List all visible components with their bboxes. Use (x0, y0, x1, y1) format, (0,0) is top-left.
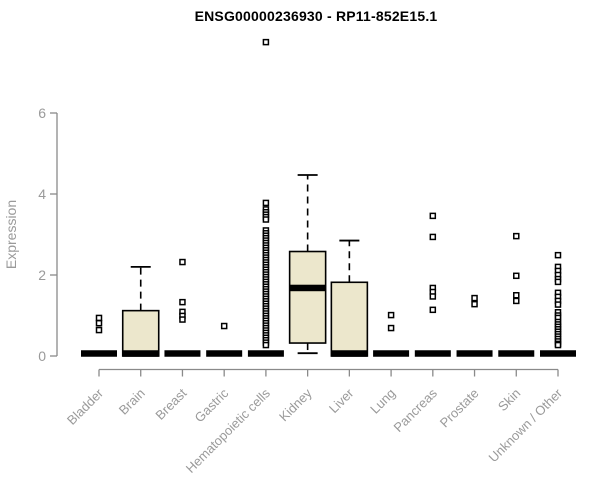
x-tick-label: Pancreas (390, 385, 440, 435)
median-bar (81, 350, 117, 357)
y-tick-label: 2 (38, 267, 46, 283)
x-tick-label: Skin (495, 386, 523, 414)
outlier-point (513, 292, 520, 299)
outlier-point (471, 294, 478, 302)
median-bar (247, 350, 284, 357)
median-bar (456, 350, 493, 357)
outlier-point (179, 258, 186, 266)
x-tick-label: Liver (326, 385, 357, 416)
iqr-box (330, 281, 369, 357)
outlier-point (429, 306, 437, 314)
outlier-point (95, 314, 103, 322)
outlier-point (429, 212, 437, 220)
outlier-point (220, 322, 228, 330)
y-tick-label: 6 (38, 105, 46, 121)
outlier-point (262, 199, 270, 207)
median-bar (540, 350, 576, 357)
outlier-point (262, 216, 270, 223)
outlier-point (513, 232, 520, 240)
x-tick-label: Brain (116, 386, 148, 418)
y-tick-label: 4 (38, 186, 46, 202)
outlier-point (179, 316, 186, 323)
outlier-point (429, 233, 437, 241)
outlier-point (262, 38, 270, 46)
outlier-point (179, 298, 186, 306)
iqr-box (121, 309, 160, 357)
y-axis-title: Expression (3, 200, 19, 269)
median-bar (206, 350, 243, 357)
x-tick-label: Gastric (192, 385, 232, 425)
outlier-point (471, 300, 478, 308)
outlier-point (429, 293, 437, 300)
median-bar (122, 350, 159, 357)
outlier-point (387, 311, 395, 319)
outlier-point (513, 272, 520, 280)
outlier-point (262, 341, 270, 349)
median-bar (289, 284, 326, 292)
x-tick-label: Kidney (276, 385, 315, 424)
median-bar (373, 350, 410, 357)
outlier-point (554, 251, 562, 259)
x-tick-label: Breast (152, 385, 189, 422)
x-tick-label: Lung (367, 386, 398, 417)
x-tick-label: Unknown / Other (486, 385, 566, 465)
median-bar (498, 350, 535, 357)
outlier-point (554, 341, 562, 349)
outlier-point (95, 326, 103, 334)
outlier-point (95, 319, 103, 327)
chart-title: ENSG00000236930 - RP11-852E15.1 (194, 8, 438, 24)
outlier-point (554, 301, 562, 308)
median-bar (331, 350, 368, 357)
x-tick-label: Prostate (437, 386, 482, 431)
y-tick-label: 0 (38, 348, 46, 364)
iqr-box (288, 250, 327, 344)
outlier-point (387, 324, 395, 332)
outlier-point (513, 297, 520, 305)
median-bar (414, 350, 451, 357)
outlier-point (554, 278, 562, 286)
median-bar (164, 350, 201, 357)
x-tick-label: Bladder (64, 385, 107, 428)
